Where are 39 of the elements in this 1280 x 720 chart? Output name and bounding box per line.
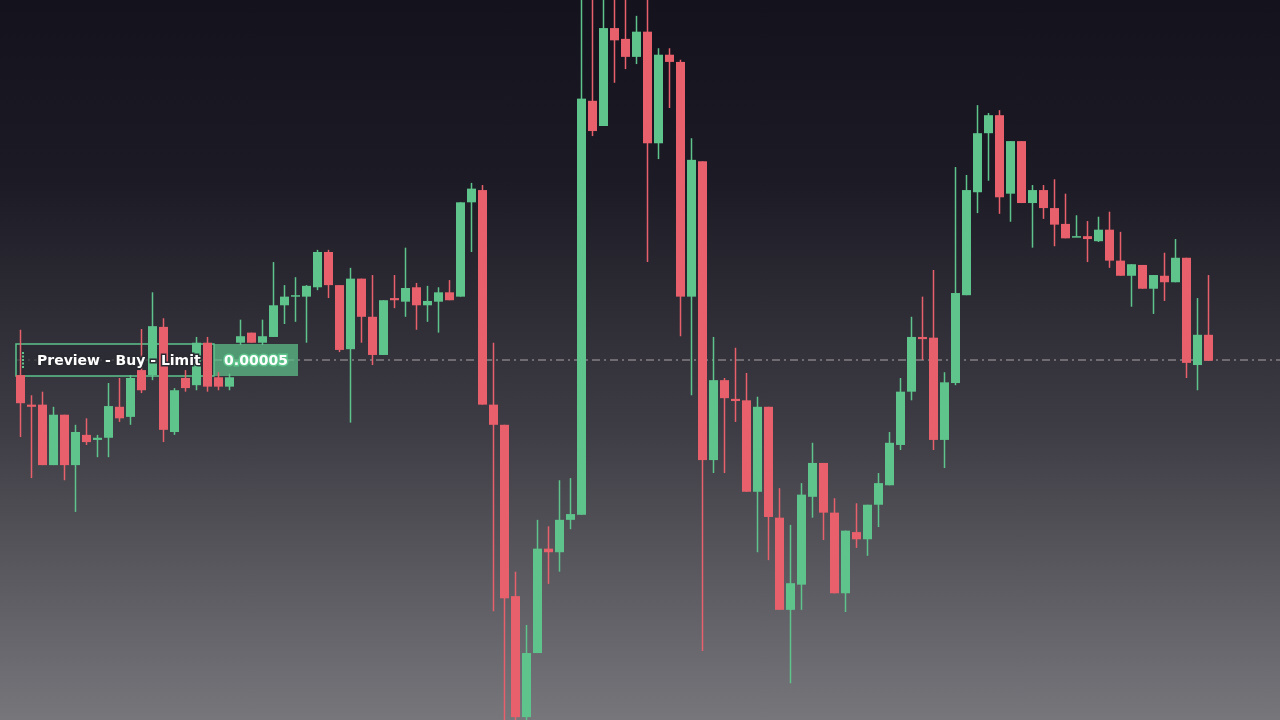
- candlestick: [610, 0, 619, 84]
- candlestick: [720, 377, 729, 474]
- candlestick: [874, 472, 883, 528]
- candlestick: [731, 347, 740, 423]
- candlestick: [1039, 184, 1048, 220]
- candlestick: [984, 112, 993, 182]
- candlestick: [280, 284, 289, 325]
- candlestick: [852, 502, 861, 549]
- candlestick: [1116, 231, 1125, 277]
- annotation: 0.00005: [224, 352, 288, 368]
- candlestick: [291, 276, 300, 323]
- candlestick: [467, 182, 476, 253]
- candlestick: [27, 394, 36, 479]
- candlestick: [401, 246, 410, 318]
- candlestick: [82, 417, 91, 446]
- candlestick: [1094, 215, 1103, 243]
- candlestick: [1072, 214, 1081, 238]
- candlestick: [181, 369, 190, 393]
- candlestick: [93, 434, 102, 458]
- candlestick: [434, 286, 443, 334]
- candlestick: [1149, 274, 1158, 315]
- candlestick: [566, 477, 575, 530]
- candlestick: [302, 284, 311, 344]
- candlestick: [236, 318, 245, 346]
- candlestick: [621, 0, 630, 70]
- candlestick: [390, 274, 399, 309]
- candlestick: [489, 341, 498, 613]
- candlestick: [258, 318, 267, 346]
- candlestick: [412, 282, 421, 331]
- candlestick: [918, 295, 927, 361]
- candlestick: [423, 285, 432, 323]
- candlestick: [1160, 251, 1169, 302]
- candlestick: [1050, 178, 1059, 247]
- candlestick: [115, 377, 124, 423]
- candlestick: [1061, 192, 1070, 240]
- candlestick: [1127, 263, 1136, 308]
- candlestick: [1028, 184, 1037, 249]
- candlestick: [665, 47, 674, 109]
- candlestick: [1083, 220, 1092, 263]
